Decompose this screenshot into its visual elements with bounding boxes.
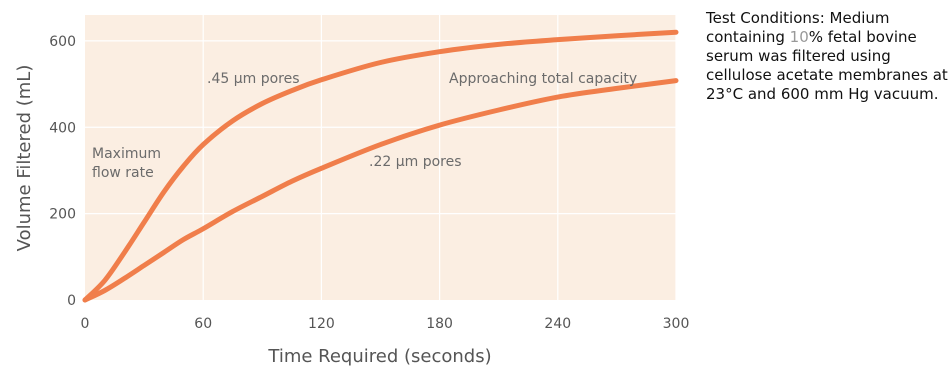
series-lines <box>82 29 679 303</box>
test-conditions-text: Test Conditions: Medium containing 10% f… <box>706 9 950 104</box>
x-tick-label: 0 <box>81 316 90 332</box>
x-axis-title: Time Required (seconds) <box>267 346 491 367</box>
serum-percentage: 10 <box>789 28 809 46</box>
annotation-045-pores: .45 µm pores <box>207 71 300 87</box>
y-axis-title: Volume Filtered (mL) <box>14 65 35 252</box>
grid <box>85 15 677 300</box>
y-ticks: 0 200 400 600 <box>49 34 76 309</box>
y-tick-label: 0 <box>67 293 76 309</box>
annotation-approaching-capacity: Approaching total capacity <box>449 71 637 87</box>
annotation-022-pores: .22 µm pores <box>369 154 462 170</box>
conditions-text-end: % fetal bovine serum was filtered using … <box>706 28 948 103</box>
x-tick-label: 120 <box>308 316 335 332</box>
filtration-chart: 0 60 120 180 240 300 0 200 400 600 Time Required… <box>14 15 690 367</box>
series-line-022um <box>82 78 679 303</box>
annotation-max-flow-line1: Maximum <box>92 146 161 162</box>
annotation-max-flow-line2: flow rate <box>92 165 154 181</box>
x-tick-label: 180 <box>426 316 453 332</box>
x-ticks: 0 60 120 180 240 300 <box>81 316 690 332</box>
conditions-text-start: Test Conditions: Medium containing <box>706 9 890 46</box>
x-tick-label: 60 <box>194 316 212 332</box>
y-tick-label: 200 <box>49 207 76 223</box>
x-tick-label: 300 <box>663 316 690 332</box>
series-line-045um <box>82 29 679 303</box>
y-tick-label: 600 <box>49 34 76 50</box>
x-tick-label: 240 <box>544 316 571 332</box>
y-tick-label: 400 <box>49 120 76 136</box>
